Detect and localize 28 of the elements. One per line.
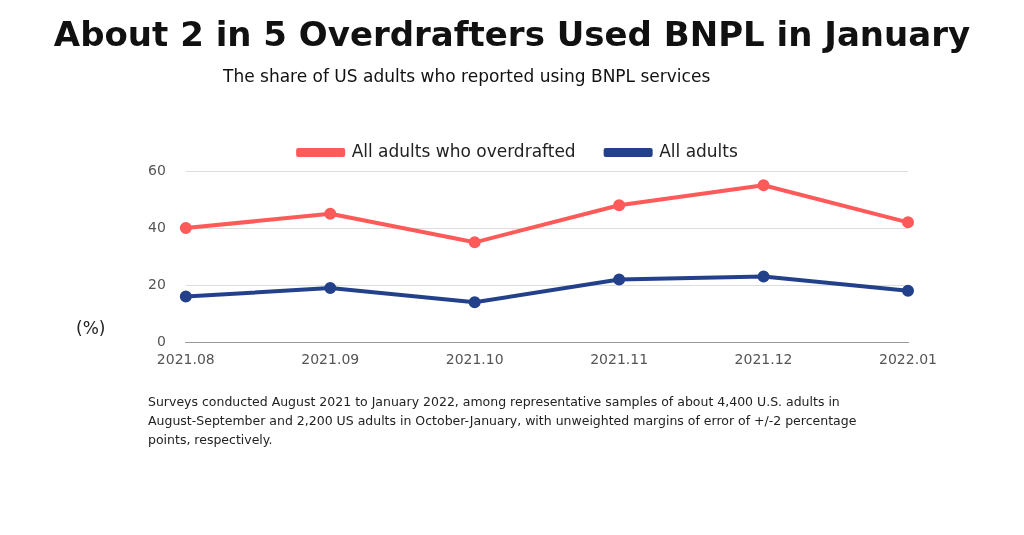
- x-tick-label: 2022.01: [879, 351, 937, 368]
- y-axis-title: (%): [76, 318, 106, 339]
- x-tick-label: 2021.08: [156, 351, 215, 368]
- y-tick-label: 40: [147, 218, 166, 235]
- point: [179, 222, 192, 235]
- legend-label: All adults who overdrafted: [351, 140, 576, 161]
- y-tick-label: 60: [147, 161, 166, 178]
- point: [324, 281, 337, 294]
- point: [468, 296, 481, 309]
- text: Surveys conducted August 2021 to January 2022, among representative samples of about 4,400 U.S. adults in August-September and 2,200 US adults in October-January, with unweighted margins of error of +/-2 percentage points, respectively.: [148, 393, 858, 449]
- x-tick-label: 2021.10: [445, 351, 504, 368]
- point: [613, 273, 626, 286]
- x-tick-label: 2021.09: [301, 351, 360, 368]
- chart-title: About 2 in 5 Overdrafters Used BNPL in January: [52, 14, 972, 54]
- chart-subtitle: The share of US adults who reported using BNPL services: [223, 66, 712, 86]
- y-tick-label: 0: [156, 332, 166, 349]
- point: [902, 284, 914, 297]
- y-tick-label: 20: [147, 275, 166, 292]
- point: [757, 179, 770, 192]
- legend-label: All adults: [659, 140, 738, 161]
- x-tick-label: 2021.11: [590, 351, 649, 368]
- point: [468, 236, 481, 249]
- point: [757, 270, 770, 283]
- x-tick-label: 2021.12: [734, 351, 793, 368]
- point: [324, 207, 337, 220]
- point: [179, 290, 192, 303]
- point: [902, 216, 914, 229]
- point: [613, 199, 626, 212]
